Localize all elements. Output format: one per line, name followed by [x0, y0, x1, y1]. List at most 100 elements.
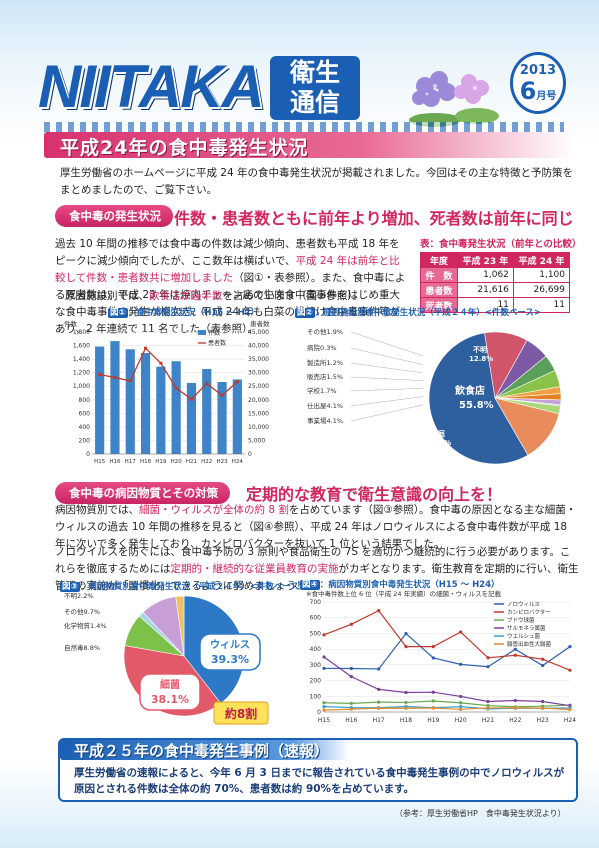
- fig1-xtick-label: H15: [94, 459, 106, 465]
- fig2-slice: [428, 332, 529, 465]
- fig4-series-point: [404, 690, 408, 695]
- fig4-series-point: [513, 698, 517, 703]
- fig4-series-line: [323, 656, 571, 707]
- fig3-label-virus: ウィルス: [210, 639, 250, 651]
- fig2-label-restaurant-pct: 55.8%: [459, 400, 494, 411]
- fig2-label-inn: 旅館: [415, 409, 429, 418]
- fig1-line-point: [174, 386, 178, 390]
- fig2-label-restaurant: 飲食店: [454, 384, 485, 397]
- fig4-xtick-label: H22: [509, 717, 521, 724]
- table-row: 件 数 1,062 1,100: [420, 267, 571, 283]
- fig4-xtick-label: H15: [318, 717, 330, 724]
- fig4-series-point: [568, 704, 572, 708]
- fig1-line-patients: [99, 347, 238, 400]
- fig2-label-hospital: 病院0.3%: [307, 343, 337, 352]
- fig4-series-point: [322, 633, 326, 637]
- fig4-line-chart: 0 100 200 300 400 500 600 700 H15 H16 H17 H18 H19 H20…: [310, 599, 577, 724]
- issue-badge: 2013 6月号: [510, 52, 566, 114]
- case-title: 平成２５年の食中毒発生事例（速報）: [74, 742, 330, 760]
- fig4-xtick-label: H21: [482, 717, 494, 724]
- fig4-series-point: [431, 656, 435, 660]
- fig4-series-point: [431, 690, 435, 694]
- fig4-series-point: [459, 630, 463, 634]
- fig2-label-other: その他1.9%: [307, 327, 343, 336]
- fig4-xtick-label: H20: [455, 717, 467, 724]
- fig4-series-point: [568, 707, 572, 712]
- fig4-series-point: [431, 699, 435, 703]
- fig3-approx-badge: [213, 701, 269, 725]
- fig2-label-catering: 仕出屋4.1%: [307, 401, 343, 410]
- fig3-label-natural: 自然毒8.8%: [64, 643, 100, 652]
- fig4-series-point: [377, 700, 381, 704]
- fig1-y2tick-label: 30,000: [248, 370, 269, 377]
- fig1-line-point: [205, 382, 209, 386]
- fig4-series-point: [404, 700, 408, 705]
- case-title-bar: [60, 740, 350, 760]
- fig4-series-point: [541, 663, 545, 668]
- fig4-xtick-label: H16: [345, 717, 357, 724]
- fig2-label-factory: 製造所1.2%: [307, 358, 343, 367]
- fig3-bacteria-callout: [139, 673, 201, 711]
- fig3-slice: [175, 595, 185, 657]
- fig4-series-point: [322, 708, 326, 712]
- fig1-line-point: [128, 379, 132, 383]
- fig2-leader-line: [350, 388, 424, 392]
- fig4-ytick-label: 300: [310, 662, 322, 669]
- fig2-leader-line: [350, 362, 424, 374]
- fig4-series-point: [322, 666, 326, 670]
- fig2-label-school: 学校1.7%: [307, 386, 337, 395]
- fig4-series-point: [513, 706, 517, 710]
- fig2-slice: [494, 397, 560, 456]
- fig4-series-point: [541, 657, 545, 661]
- fig1-y2tick-label: 10,000: [248, 424, 269, 431]
- fig4-series-point: [349, 622, 353, 626]
- main-title-bar: [44, 132, 574, 158]
- hydrangea-illustration: [409, 71, 499, 127]
- fig3-pie-chart: ウィルス 39.3% 細菌 38.1% 約8割 不明2.2% その他9.7% 化学物質1.4%…: [64, 592, 269, 725]
- fig2-label-office: 事業場4.1%: [307, 416, 343, 425]
- table-header-row: 年度 平成 23 年 平成 24 年: [420, 252, 571, 268]
- fig4-series-line: [323, 609, 571, 671]
- fig1-bar: [171, 361, 181, 454]
- section2-paragraph1: 病因物質別では、細菌・ウィルスが全体の約 8 割を占めています（図③参照）。食中…: [55, 504, 577, 550]
- decorative-checker-band: [44, 122, 564, 132]
- fig1-xtick-label: H24: [232, 459, 244, 465]
- source-note: （参考：厚生労働省HP 食中毒発生状況より）: [395, 809, 566, 818]
- fig3-title: 図③ ：病因物質別食中毒発生状況（平成２４年）<件数ベース>: [60, 582, 307, 592]
- fig1-y2tick-label: 25,000: [248, 383, 269, 390]
- row-label: 患者数: [420, 282, 458, 298]
- fig1-legend-line-label: 患者数: [208, 339, 226, 347]
- fig2-label-unknown: 不明: [473, 345, 487, 354]
- fig3-label-chemical: 化学物質1.4%: [64, 621, 107, 630]
- fig4-series-point: [404, 645, 408, 649]
- fig1-bar: [217, 382, 227, 454]
- fig4-series-point: [486, 699, 490, 704]
- fig1-xtick-label: H17: [125, 459, 137, 465]
- fig4-series-point: [322, 701, 326, 705]
- fig1-y2tick-label: 40,000: [248, 343, 269, 350]
- fig1-bar: [156, 366, 166, 454]
- fig4-xtick-label: H18: [400, 717, 412, 724]
- fig4-series-point: [486, 665, 490, 669]
- fig2-label-shop: 販売店1.5%: [307, 372, 343, 381]
- table-row: 死者数 11 11: [420, 297, 571, 313]
- fig2-leader-line: [350, 376, 424, 381]
- fig1-line-point: [220, 393, 224, 397]
- fig4-series-line: [323, 707, 571, 711]
- fig4-series-point: [377, 706, 381, 710]
- fig2-leader-line: [350, 347, 424, 365]
- fig4-series-point: [349, 666, 353, 671]
- fig4-series-point: [377, 687, 381, 691]
- fig4-note: ※食中毒件数上位 6 位（平成 24 年実績）の細菌・ウィルスを記載: [306, 590, 502, 598]
- fig4-legend-label: サルモネラ属菌: [507, 624, 546, 632]
- fig2-label-home: 家庭: [431, 429, 446, 438]
- section1-paragraph2: 原因施設別では、飲食店が過半数を占めています（図②参照）。: [65, 290, 364, 302]
- table-header: 平成 23 年: [456, 252, 514, 268]
- fig4-series-point: [349, 675, 353, 679]
- fig1-title: 図① ：食中毒発生状況（H15 ～ H2）: [108, 308, 260, 318]
- fig3-label-bacteria-pct: 38.1%: [151, 693, 189, 706]
- case-text: 厚生労働省の速報によると、今年 6 月 3 日までに報告されている食中毒発生事例…: [74, 767, 565, 795]
- fig1-ytick-label: 200: [79, 437, 91, 444]
- fig1-ytick-label: 1,200: [73, 370, 90, 377]
